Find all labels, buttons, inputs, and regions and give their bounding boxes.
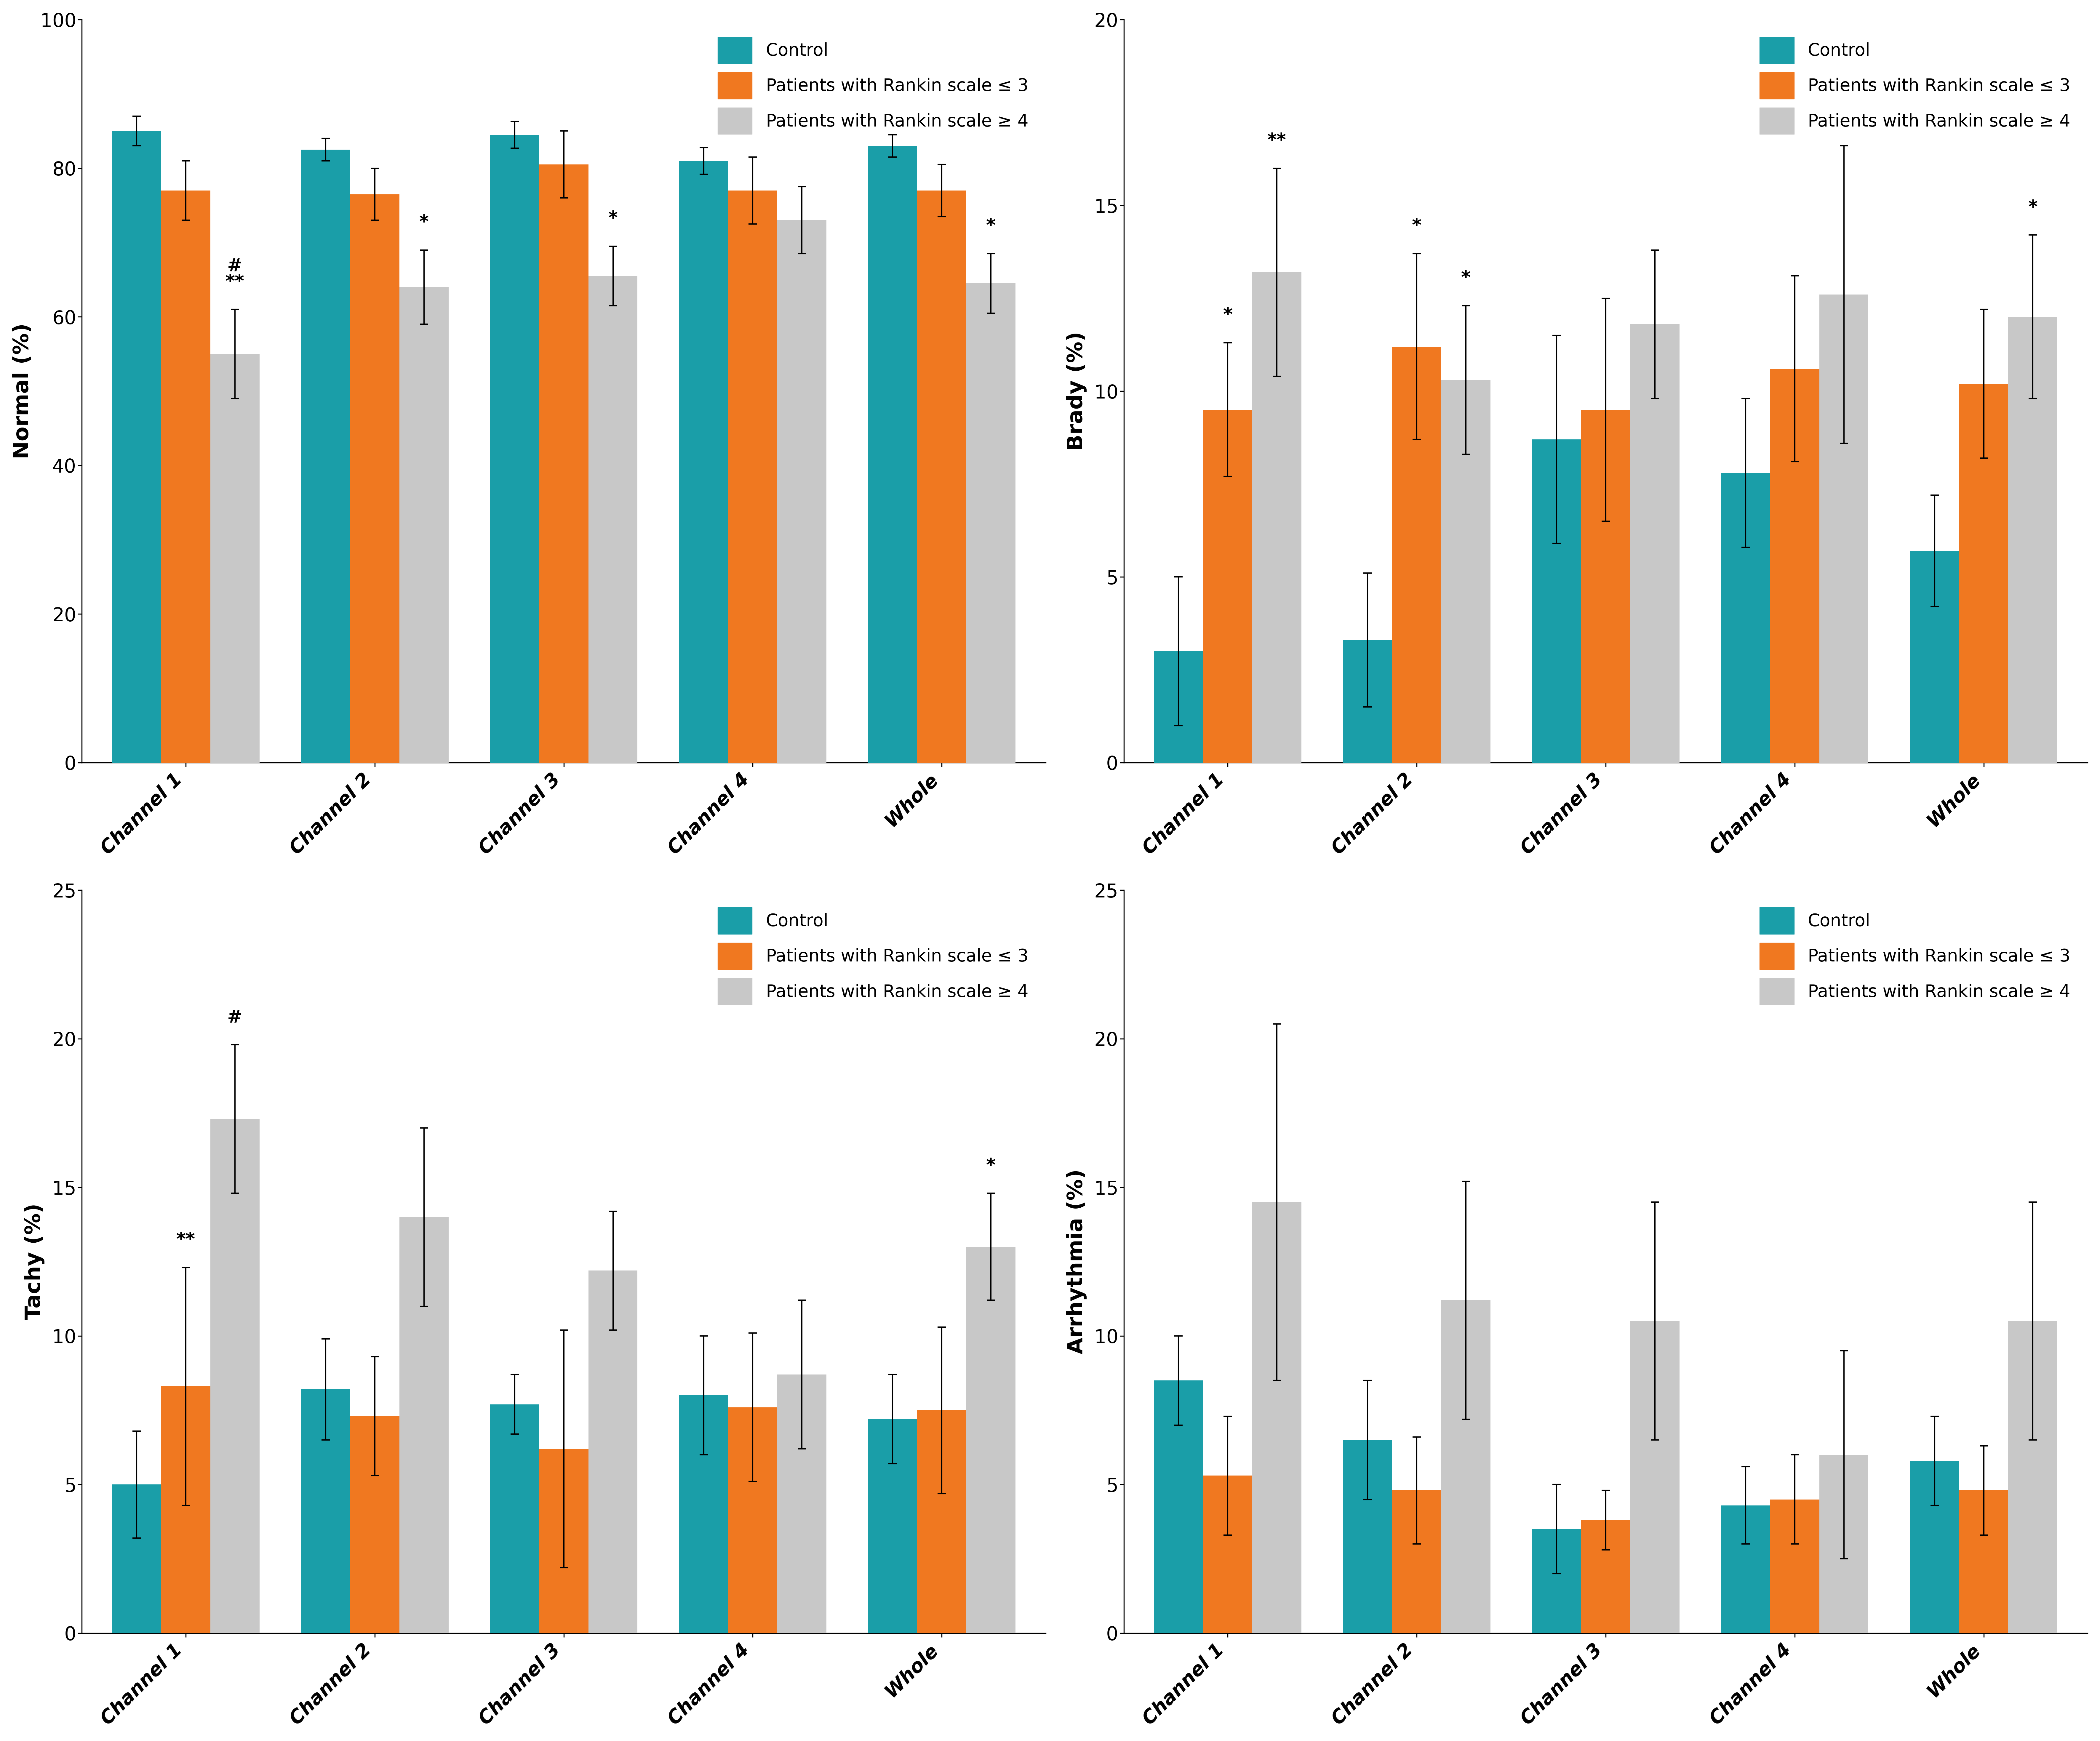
Bar <box>1630 324 1680 763</box>
Bar <box>918 1410 966 1633</box>
Bar <box>1819 1455 1869 1633</box>
Bar <box>1630 1321 1680 1633</box>
Bar <box>588 1271 638 1633</box>
Text: #
**: # ** <box>225 258 244 291</box>
Bar <box>777 219 827 763</box>
Legend: Control, Patients with Rankin scale ≤ 3, Patients with Rankin scale ≥ 4: Control, Patients with Rankin scale ≤ 3,… <box>1751 28 2079 143</box>
Y-axis label: Normal (%): Normal (%) <box>13 324 34 460</box>
Bar <box>1252 1203 1302 1633</box>
Bar <box>1441 380 1491 763</box>
Bar <box>351 195 399 763</box>
Text: **: ** <box>1268 132 1287 150</box>
Bar <box>1344 641 1392 763</box>
Bar <box>966 1247 1016 1633</box>
Legend: Control, Patients with Rankin scale ≤ 3, Patients with Rankin scale ≥ 4: Control, Patients with Rankin scale ≤ 3,… <box>710 898 1037 1013</box>
Text: *: * <box>987 1158 995 1175</box>
Bar <box>111 1485 162 1633</box>
Bar <box>1581 409 1630 763</box>
Bar <box>1392 1490 1441 1633</box>
Y-axis label: Arrhythmia (%): Arrhythmia (%) <box>1067 1170 1088 1354</box>
Text: *: * <box>1462 270 1470 287</box>
Bar <box>1155 651 1203 763</box>
Bar <box>210 1119 260 1633</box>
Bar <box>1959 1490 2008 1633</box>
Bar <box>1722 474 1770 763</box>
Bar <box>1252 272 1302 763</box>
Text: *: * <box>609 211 617 228</box>
Bar <box>1203 409 1252 763</box>
Y-axis label: Brady (%): Brady (%) <box>1067 331 1088 451</box>
Bar <box>2008 1321 2058 1633</box>
Bar <box>489 134 540 763</box>
Bar <box>1770 1499 1819 1633</box>
Bar <box>540 1449 588 1633</box>
Bar <box>2008 317 2058 763</box>
Text: *: * <box>987 218 995 235</box>
Bar <box>1819 294 1869 763</box>
Legend: Control, Patients with Rankin scale ≤ 3, Patients with Rankin scale ≥ 4: Control, Patients with Rankin scale ≤ 3,… <box>1751 898 2079 1013</box>
Bar <box>588 277 638 763</box>
Text: *: * <box>420 214 428 232</box>
Bar <box>867 1419 918 1633</box>
Bar <box>1533 439 1581 763</box>
Text: #: # <box>227 1008 242 1025</box>
Bar <box>1392 346 1441 763</box>
Text: **: ** <box>176 1231 195 1248</box>
Bar <box>729 190 777 763</box>
Bar <box>678 1395 729 1633</box>
Text: *: * <box>1411 218 1422 235</box>
Bar <box>111 131 162 763</box>
Bar <box>918 190 966 763</box>
Bar <box>1722 1506 1770 1633</box>
Bar <box>966 284 1016 763</box>
Bar <box>540 164 588 763</box>
Bar <box>1344 1440 1392 1633</box>
Bar <box>210 353 260 763</box>
Bar <box>1770 369 1819 763</box>
Bar <box>867 146 918 763</box>
Bar <box>729 1407 777 1633</box>
Text: *: * <box>2029 198 2037 216</box>
Bar <box>1533 1529 1581 1633</box>
Bar <box>162 190 210 763</box>
Bar <box>1441 1301 1491 1633</box>
Bar <box>1911 1461 1959 1633</box>
Bar <box>351 1415 399 1633</box>
Legend: Control, Patients with Rankin scale ≤ 3, Patients with Rankin scale ≥ 4: Control, Patients with Rankin scale ≤ 3,… <box>710 28 1037 143</box>
Bar <box>300 1389 351 1633</box>
Bar <box>777 1375 827 1633</box>
Bar <box>1203 1476 1252 1633</box>
Bar <box>1911 550 1959 763</box>
Bar <box>399 1217 449 1633</box>
Bar <box>162 1386 210 1633</box>
Y-axis label: Tachy (%): Tachy (%) <box>25 1203 44 1320</box>
Bar <box>399 287 449 763</box>
Bar <box>1155 1381 1203 1633</box>
Bar <box>300 150 351 763</box>
Bar <box>678 160 729 763</box>
Bar <box>1959 383 2008 763</box>
Text: *: * <box>1222 306 1233 324</box>
Bar <box>489 1405 540 1633</box>
Bar <box>1581 1520 1630 1633</box>
